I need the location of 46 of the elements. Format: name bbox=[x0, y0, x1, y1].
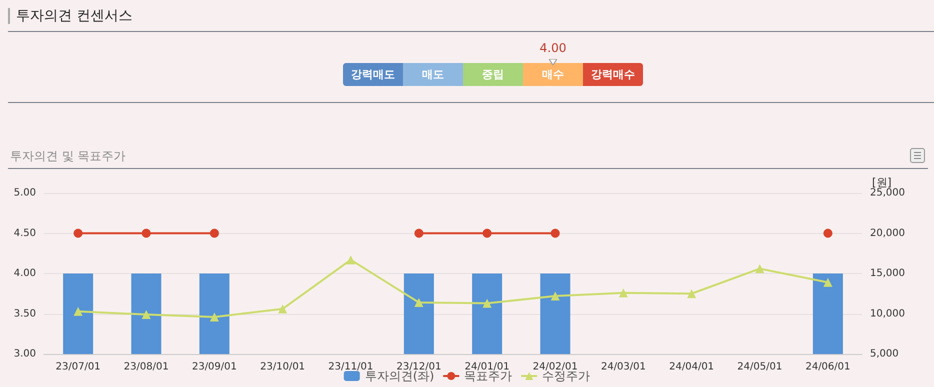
x-tick-label: 23/10/01 bbox=[260, 362, 306, 372]
point bbox=[482, 298, 492, 308]
y2-tick-label: 15,000 bbox=[870, 268, 905, 279]
point bbox=[142, 310, 151, 320]
x-tick-label: 23/08/01 bbox=[124, 362, 169, 372]
y-tick-label: 3.50 bbox=[14, 308, 36, 320]
y2-tick-label: 10,000 bbox=[870, 308, 905, 320]
point bbox=[74, 306, 83, 316]
y-tick-label: 4.50 bbox=[14, 228, 36, 239]
point bbox=[346, 255, 356, 264]
point bbox=[142, 228, 151, 238]
y-tick-label: 5.00 bbox=[14, 188, 36, 198]
point bbox=[278, 304, 288, 314]
text: 투자의견 컨센서스 bbox=[8, 8, 132, 24]
point bbox=[482, 228, 492, 238]
x-tick-label: 24/05/01 bbox=[737, 362, 782, 372]
point bbox=[414, 228, 424, 238]
y-tick-label: 4.00 bbox=[14, 268, 36, 279]
text: 4.00 bbox=[540, 41, 566, 55]
category-label: 매수 bbox=[523, 63, 583, 86]
category-label: 강력매도 bbox=[343, 63, 403, 86]
point bbox=[618, 288, 628, 298]
y2-tick-label: 25,000 bbox=[870, 188, 905, 198]
y2-axis-title: [원] bbox=[872, 176, 892, 190]
point bbox=[687, 289, 696, 298]
point bbox=[550, 228, 560, 238]
x-tick-label: 24/04/01 bbox=[669, 362, 714, 372]
point bbox=[74, 228, 83, 238]
y2-tick-label: 20,000 bbox=[870, 228, 905, 239]
y2-tick-label: 5,000 bbox=[870, 348, 899, 360]
point bbox=[210, 312, 219, 322]
x-tick-label: 24/03/01 bbox=[600, 362, 646, 372]
point bbox=[550, 292, 560, 301]
category-label: 매도 bbox=[403, 63, 463, 86]
y-tick-label: 3.00 bbox=[14, 348, 36, 360]
point bbox=[823, 278, 832, 287]
point bbox=[414, 298, 424, 307]
point bbox=[755, 264, 764, 274]
point bbox=[210, 228, 219, 238]
category-label: 중립 bbox=[463, 63, 523, 86]
x-tick-label: 24/06/01 bbox=[805, 362, 850, 372]
point bbox=[823, 228, 832, 238]
chart-title: 투자의견 및 목표주가 bbox=[8, 148, 928, 169]
x-tick-label: 23/07/01 bbox=[56, 362, 101, 372]
x-tick-label: 23/09/01 bbox=[192, 362, 237, 372]
category-label: 강력매수 bbox=[583, 63, 643, 86]
